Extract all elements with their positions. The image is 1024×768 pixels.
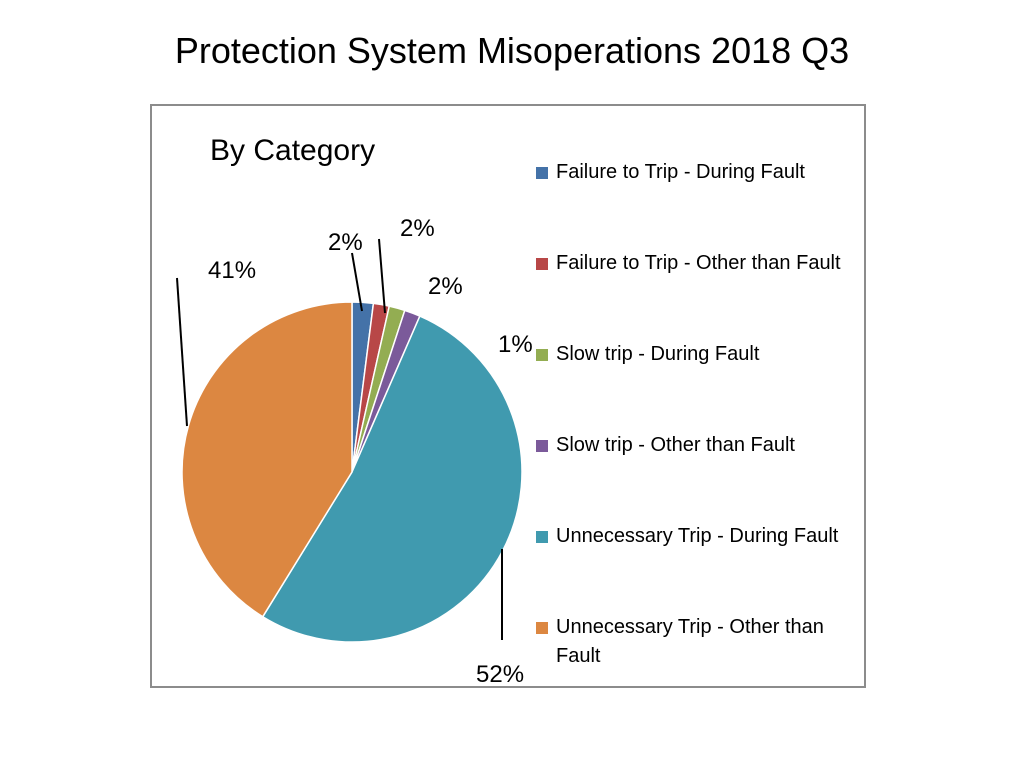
legend-item-unnecessary-trip-during-fault[interactable]: Unnecessary Trip - During Fault — [536, 522, 846, 551]
data-label: 2% — [400, 215, 435, 242]
pie-chart: 2% 2% 2% 1% 52% 41% — [176, 215, 533, 688]
legend-item-unnecessary-trip-other-than-fault[interactable]: Unnecessary Trip - Other than Fault — [536, 613, 846, 671]
legend-label: Unnecessary Trip - Other than Fault — [556, 616, 824, 667]
legend-swatch — [536, 622, 548, 634]
pie-slices — [181, 301, 523, 643]
legend-swatch — [536, 349, 548, 361]
leader-line — [351, 252, 363, 312]
leader-line — [378, 238, 386, 314]
data-labels: 2% 2% 2% 1% 52% 41% — [208, 215, 533, 688]
data-label: 52% — [476, 661, 524, 688]
legend-item-slow-trip-other-than-fault[interactable]: Slow trip - Other than Fault — [536, 431, 846, 460]
legend-label: Failure to Trip - During Fault — [556, 161, 805, 183]
data-label: 41% — [208, 257, 256, 284]
legend-label: Slow trip - Other than Fault — [556, 434, 795, 456]
slide-title: Protection System Misoperations 2018 Q3 — [174, 30, 850, 71]
pie-slice-unnecessary-trip-other-than-fault[interactable] — [181, 301, 353, 618]
legend-swatch — [536, 258, 548, 270]
legend-item-failure-to-trip-during-fault[interactable]: Failure to Trip - During Fault — [536, 158, 846, 187]
chart-title: By Category — [210, 134, 376, 167]
legend-swatch — [536, 531, 548, 543]
data-label: 2% — [428, 273, 463, 300]
legend-swatch — [536, 167, 548, 179]
legend-item-failure-to-trip-other-than-fault[interactable]: Failure to Trip - Other than Fault — [536, 249, 846, 278]
legend-swatch — [536, 440, 548, 452]
leader-lines — [176, 238, 503, 640]
legend-label: Unnecessary Trip - During Fault — [556, 525, 839, 547]
legend-label: Slow trip - During Fault — [556, 343, 760, 365]
legend-item-slow-trip-during-fault[interactable]: Slow trip - During Fault — [536, 340, 846, 369]
leader-line — [176, 277, 188, 427]
chart-area: By Category 2% 2% 2% 1% 52% 41% Failure to Tr… — [150, 104, 866, 688]
data-label: 2% — [328, 229, 363, 256]
data-label: 1% — [498, 331, 533, 358]
legend-label: Failure to Trip - Other than Fault — [556, 252, 841, 274]
